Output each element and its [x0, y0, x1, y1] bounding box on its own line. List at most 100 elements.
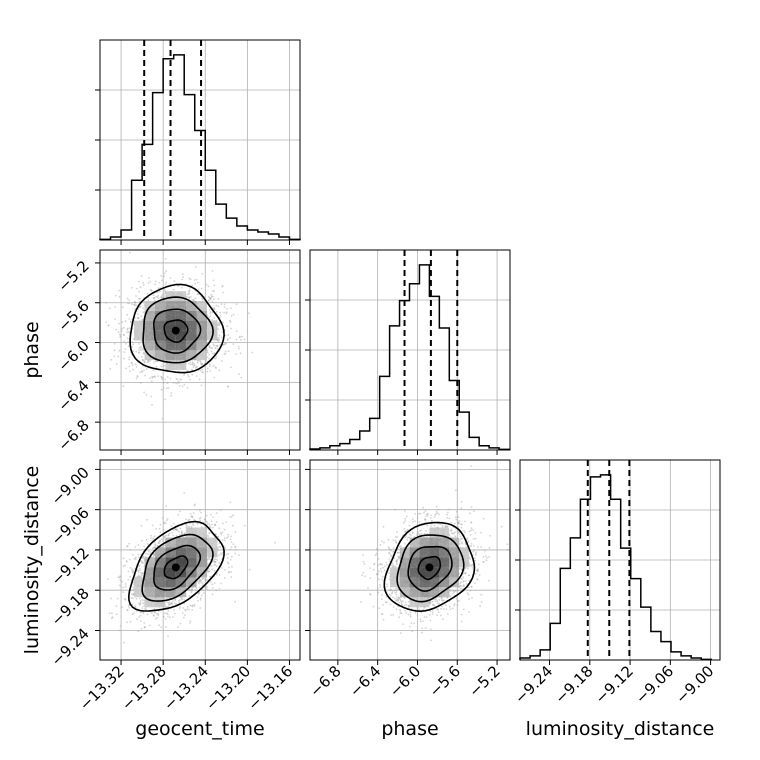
- sample-point: [194, 266, 197, 268]
- sample-point: [214, 558, 217, 560]
- sample-point: [211, 526, 214, 529]
- sample-point: [144, 361, 146, 364]
- sample-point: [143, 602, 145, 605]
- sample-point: [126, 621, 129, 624]
- sample-point: [138, 300, 141, 303]
- sample-point: [139, 381, 142, 384]
- sample-point: [198, 586, 201, 589]
- sample-point: [141, 607, 144, 610]
- sample-point: [230, 576, 233, 578]
- sample-point: [157, 297, 160, 300]
- sample-point: [114, 306, 117, 308]
- sample-point: [183, 616, 185, 619]
- sample-point: [199, 599, 202, 601]
- sample-point: [182, 607, 185, 609]
- sample-point: [392, 606, 395, 608]
- sample-point: [150, 289, 153, 292]
- density-cell: [196, 340, 207, 351]
- sample-point: [128, 299, 131, 302]
- sample-point: [181, 286, 183, 289]
- sample-point: [117, 331, 120, 334]
- sample-point: [227, 334, 230, 336]
- sample-point: [142, 359, 145, 362]
- density-cell: [144, 340, 155, 351]
- sample-point: [230, 315, 233, 317]
- sample-point: [217, 328, 220, 331]
- sample-point: [169, 597, 171, 599]
- sample-point: [163, 272, 166, 275]
- sample-point: [243, 524, 246, 527]
- sample-point: [111, 612, 113, 615]
- sample-point: [223, 306, 226, 308]
- sample-point: [105, 301, 107, 304]
- sample-point: [230, 555, 233, 558]
- sample-point: [232, 313, 235, 316]
- density-cell: [175, 537, 187, 548]
- sample-point: [221, 331, 224, 333]
- hist-step: [99, 54, 301, 241]
- density-cell: [175, 350, 187, 361]
- sample-point: [122, 326, 125, 329]
- sample-point: [202, 592, 205, 594]
- sample-point: [122, 333, 125, 336]
- sample-point: [124, 598, 127, 601]
- sample-point: [424, 510, 427, 512]
- sample-point: [138, 351, 140, 354]
- sample-point: [192, 512, 195, 514]
- sample-point: [205, 514, 208, 517]
- sample-point: [173, 522, 175, 525]
- sample-point: [216, 347, 219, 350]
- sample-point: [108, 612, 111, 615]
- density-cell: [154, 301, 166, 311]
- sample-point: [165, 534, 168, 537]
- sample-point: [135, 304, 138, 307]
- sample-point: [230, 571, 233, 573]
- sample-point: [110, 597, 112, 600]
- sample-point: [231, 524, 234, 527]
- sample-point: [197, 592, 200, 595]
- sample-point: [221, 551, 224, 554]
- sample-point: [134, 363, 137, 366]
- sample-point: [183, 383, 186, 386]
- sample-point: [240, 377, 243, 379]
- sample-point: [172, 288, 175, 291]
- density-cell: [165, 587, 176, 598]
- density-cell: [175, 547, 187, 558]
- sample-point: [136, 287, 138, 290]
- sample-point: [211, 347, 213, 350]
- sample-point: [147, 543, 149, 545]
- sample-point: [202, 582, 204, 584]
- sample-point: [189, 512, 192, 515]
- sample-point: [210, 581, 212, 583]
- density-cell: [154, 587, 166, 598]
- sample-point: [191, 609, 194, 611]
- sample-point: [362, 560, 365, 563]
- sample-point: [161, 294, 164, 296]
- sample-point: [227, 561, 229, 564]
- sample-point: [153, 362, 155, 364]
- sample-point: [209, 363, 211, 366]
- sample-point: [215, 304, 218, 307]
- sample-point: [235, 353, 238, 355]
- sample-point: [177, 513, 180, 516]
- sample-point: [136, 375, 139, 378]
- sample-point: [154, 280, 157, 283]
- sample-point: [147, 553, 149, 556]
- sample-point: [169, 603, 172, 606]
- sample-point: [143, 545, 146, 548]
- sample-point: [230, 541, 233, 543]
- density-cell: [175, 557, 187, 568]
- sample-point: [123, 340, 126, 343]
- sample-point: [167, 601, 170, 604]
- sample-point: [217, 337, 220, 339]
- sample-point: [122, 385, 125, 388]
- sample-point: [201, 594, 203, 597]
- sample-point: [210, 523, 213, 526]
- sample-point: [129, 620, 132, 623]
- sample-point: [212, 298, 215, 301]
- density-cell: [165, 320, 176, 331]
- sample-point: [166, 382, 169, 385]
- density-cell: [196, 547, 207, 558]
- sample-point: [212, 587, 214, 589]
- density-cell: [207, 537, 218, 548]
